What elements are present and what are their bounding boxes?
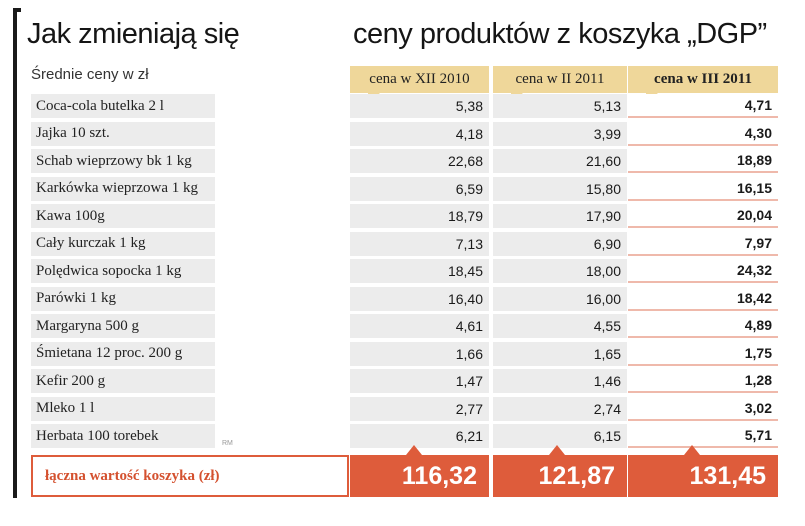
price-cell: 6,21: [350, 424, 489, 448]
total-value-3: 131,45: [628, 445, 778, 497]
product-label: Jajka 10 szt.: [31, 121, 215, 146]
price-cell: 18,89: [628, 149, 778, 173]
price-cell: 5,71: [628, 424, 778, 448]
total-value-2: 121,87: [493, 445, 627, 497]
price-cell: 4,55: [493, 314, 627, 338]
price-cell: 2,74: [493, 396, 627, 421]
subtitle: Średnie ceny w zł: [31, 66, 149, 83]
price-cell: 24,32: [628, 259, 778, 283]
column-header-3: cena w III 2011: [628, 66, 778, 103]
price-cell: 4,30: [628, 121, 778, 146]
price-cell: 22,68: [350, 149, 489, 173]
product-label: Parówki 1 kg: [31, 286, 215, 311]
product-label: Kawa 100g: [31, 204, 215, 228]
price-cell: 1,47: [350, 369, 489, 393]
price-cell: 1,28: [628, 369, 778, 393]
price-cell: 16,15: [628, 176, 778, 201]
product-label: Śmietana 12 proc. 200 g: [31, 341, 215, 366]
price-cell: 6,15: [493, 424, 627, 448]
price-cell: 6,90: [493, 231, 627, 256]
price-cell: 6,59: [350, 176, 489, 201]
price-cell: 16,00: [493, 286, 627, 311]
product-label: Herbata 100 torebek: [31, 424, 215, 448]
total-value-1: 116,32: [350, 445, 489, 497]
column-header-2: cena w II 2011: [493, 66, 627, 103]
price-cell: 20,04: [628, 204, 778, 228]
price-cell: 18,00: [493, 259, 627, 283]
price-cell: 4,89: [628, 314, 778, 338]
price-cell: 4,18: [350, 121, 489, 146]
price-cell: 1,65: [493, 341, 627, 366]
frame-corner-vertical: [13, 8, 17, 498]
price-cell: 5,38: [350, 94, 489, 118]
product-label: Coca-cola butelka 2 l: [31, 94, 215, 118]
price-cell: 18,45: [350, 259, 489, 283]
product-label: Schab wieprzowy bk 1 kg: [31, 149, 215, 173]
total-notch-shape: [549, 445, 565, 455]
price-cell: 1,46: [493, 369, 627, 393]
price-cell: 16,40: [350, 286, 489, 311]
price-cell: 1,75: [628, 341, 778, 366]
frame-corner-horizontal: [13, 8, 21, 12]
price-cell: 1,66: [350, 341, 489, 366]
price-cell: 15,80: [493, 176, 627, 201]
total-value-text: 116,32: [401, 461, 477, 490]
price-cell: 7,97: [628, 231, 778, 256]
price-cell: 18,42: [628, 286, 778, 311]
price-cell: 4,61: [350, 314, 489, 338]
price-cell: 5,13: [493, 94, 627, 118]
price-cell: 7,13: [350, 231, 489, 256]
product-label: Polędwica sopocka 1 kg: [31, 259, 215, 283]
price-cell: 4,71: [628, 94, 778, 118]
total-label: łączna wartość koszyka (zł): [31, 455, 349, 497]
price-cell: 18,79: [350, 204, 489, 228]
total-value-text: 131,45: [689, 461, 766, 490]
source-mark: RM: [222, 440, 233, 447]
product-label: Mleko 1 l: [31, 396, 215, 421]
title-right: ceny produktów z koszyka „DGP”: [353, 18, 767, 50]
column-header-1: cena w XII 2010: [350, 66, 489, 103]
price-cell: 17,90: [493, 204, 627, 228]
product-label: Kefir 200 g: [31, 369, 215, 393]
total-notch-shape: [406, 445, 422, 455]
price-cell: 3,99: [493, 121, 627, 146]
price-cell: 2,77: [350, 396, 489, 421]
total-value-text: 121,87: [538, 461, 615, 490]
product-label: Margaryna 500 g: [31, 314, 215, 338]
price-cell: 3,02: [628, 396, 778, 421]
price-cell: 21,60: [493, 149, 627, 173]
total-notch-shape: [684, 445, 700, 455]
title-left: Jak zmieniają się: [27, 18, 240, 50]
product-label: Cały kurczak 1 kg: [31, 231, 215, 256]
product-label: Karkówka wieprzowa 1 kg: [31, 176, 215, 201]
